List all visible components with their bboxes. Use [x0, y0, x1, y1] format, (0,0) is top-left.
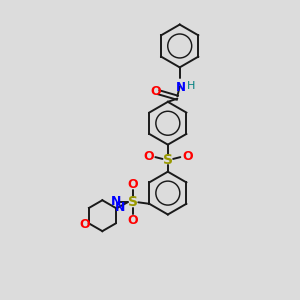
Text: O: O: [150, 85, 161, 98]
Text: O: O: [79, 218, 89, 230]
Text: N: N: [110, 195, 121, 208]
Text: H: H: [187, 81, 195, 91]
Text: S: S: [128, 195, 138, 209]
Text: S: S: [163, 153, 173, 167]
Text: O: O: [143, 150, 154, 163]
Text: N: N: [176, 81, 186, 94]
Text: N: N: [115, 201, 125, 214]
Text: O: O: [127, 214, 138, 226]
Text: O: O: [127, 178, 138, 191]
Text: O: O: [182, 150, 193, 163]
